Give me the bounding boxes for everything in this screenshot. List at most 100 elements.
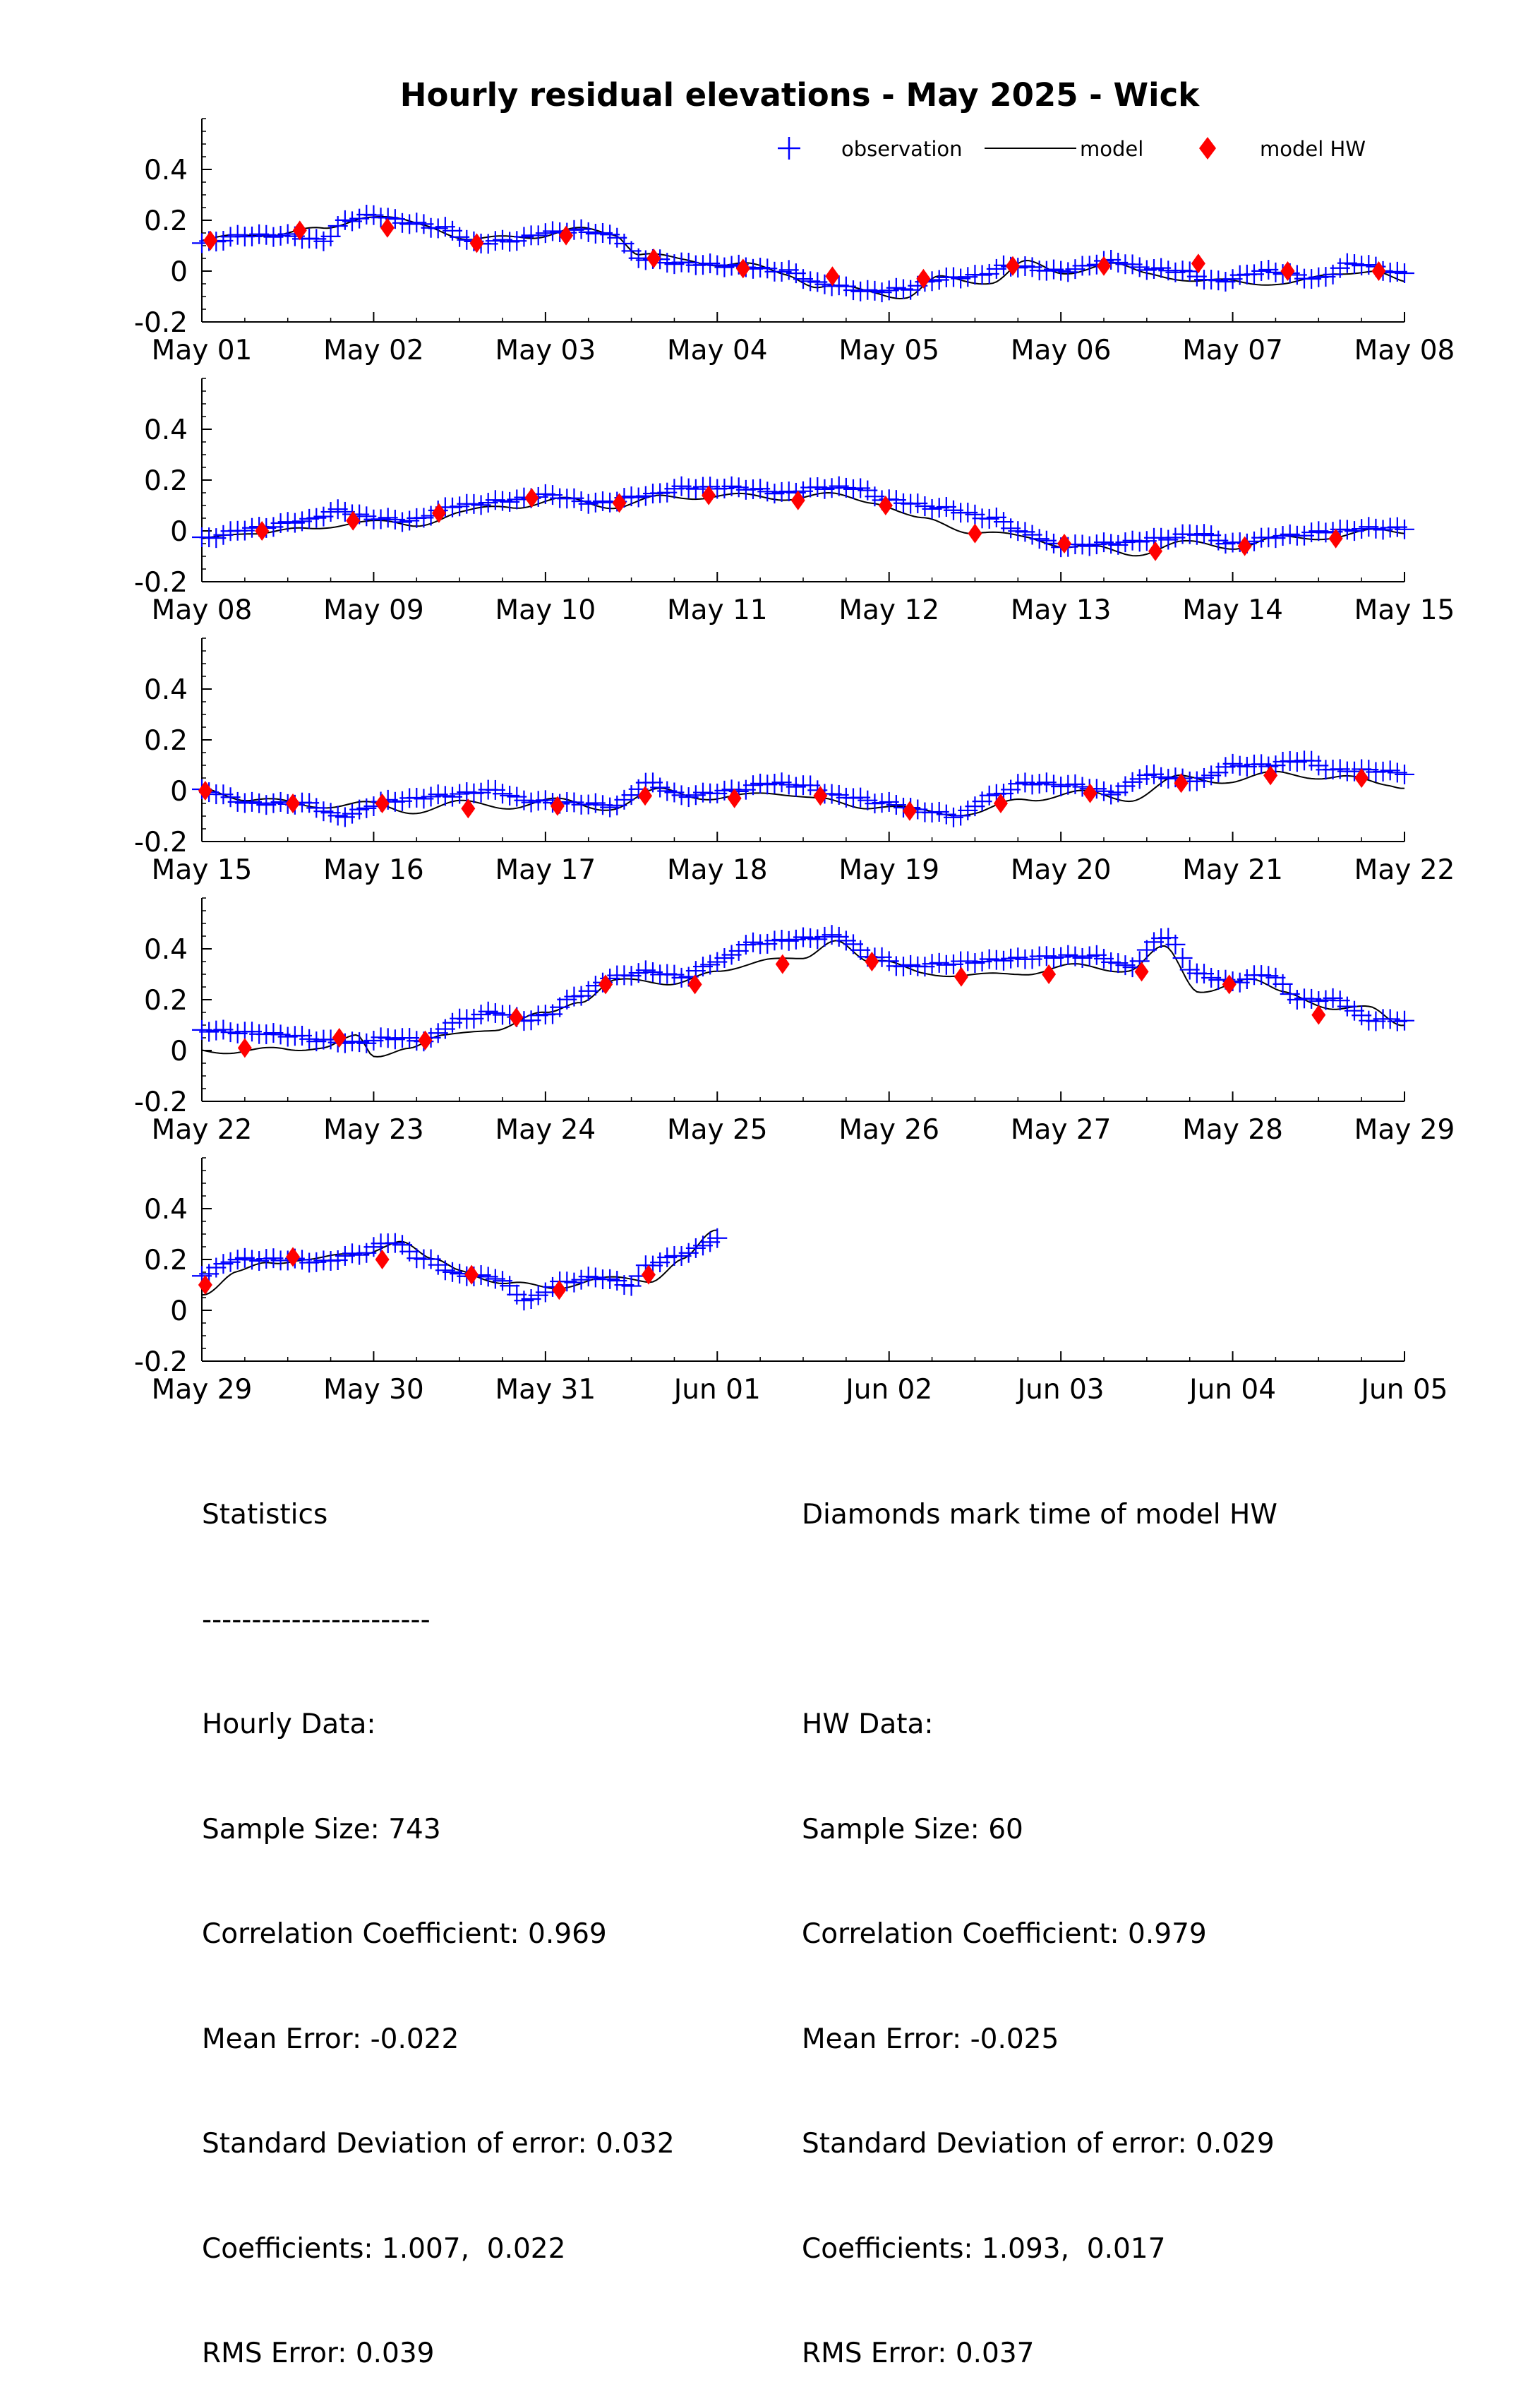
model-hw-marker <box>993 794 1008 813</box>
observation-series <box>192 750 1414 827</box>
x-tick-label: May 15 <box>152 854 253 886</box>
x-tick-label: May 09 <box>323 594 424 626</box>
model-hw-marker <box>638 786 653 806</box>
model-hw-marker <box>775 954 790 974</box>
model-hw-marker <box>380 217 395 238</box>
observation-point <box>1395 1010 1414 1031</box>
model-hw-marker <box>1134 962 1149 982</box>
y-tick-label: 0.4 <box>144 1194 188 1226</box>
model-hw-marker <box>1311 1005 1326 1025</box>
x-tick-label: May 14 <box>1182 594 1283 626</box>
x-tick-label: May 31 <box>495 1374 596 1406</box>
y-tick-label: 0.4 <box>144 674 188 706</box>
hw-coefficients: Coefficients: 1.093, 0.017 <box>802 2232 1166 2265</box>
spacer <box>802 1603 1277 1638</box>
stats-coefficients: Coefficients: 1.007, 0.022 <box>202 2232 566 2265</box>
stats-heading: Statistics <box>202 1499 328 1531</box>
y-tick-label: 0 <box>170 1295 188 1327</box>
model-hw-marker <box>286 794 301 813</box>
observation-point <box>707 1228 728 1248</box>
model-hw-marker <box>332 1028 347 1048</box>
x-tick-label: May 22 <box>152 1114 253 1146</box>
x-tick-label: May 01 <box>152 335 253 366</box>
model-hw-marker <box>375 1250 390 1269</box>
chart-title: Hourly residual elevations - May 2025 - … <box>400 76 1200 114</box>
x-tick-label: May 29 <box>1354 1114 1455 1146</box>
model-hw-marker <box>1148 541 1163 561</box>
model-hw-marker <box>1057 534 1072 553</box>
model-hw-marker <box>1263 765 1278 786</box>
y-tick-label: -0.2 <box>134 827 188 858</box>
x-tick-label: May 21 <box>1182 854 1283 886</box>
y-tick-label: 0.2 <box>144 205 188 237</box>
panel-5: -0.2 0 0.2 0.4 May 29 May 30 May 31 Jun 01 Jun 0… <box>134 1157 1448 1406</box>
x-tick-label: May 26 <box>838 1114 939 1146</box>
model-hw-marker <box>1371 261 1386 281</box>
model-hw-marker <box>825 266 840 287</box>
model-hw-marker <box>727 788 742 808</box>
y-tick-label: 0 <box>170 256 188 288</box>
model-hw-marker <box>612 493 627 513</box>
y-tick-label: 0.2 <box>144 725 188 757</box>
x-tick-label: Jun 03 <box>1016 1374 1105 1406</box>
stats-group-label: Hourly Data: <box>202 1708 376 1740</box>
y-tick-label: 0.4 <box>144 414 188 446</box>
stats-right: Diamonds mark time of model HW HW Data: … <box>802 1428 1277 2406</box>
stats-std-dev: Standard Deviation of error: 0.032 <box>202 2128 675 2160</box>
x-tick-label: May 25 <box>667 1114 768 1146</box>
observation-point <box>1395 519 1414 539</box>
model-hw-marker <box>702 485 716 505</box>
observation-point <box>621 1276 642 1296</box>
x-tick-label: May 10 <box>495 594 596 626</box>
x-tick-label: Jun 04 <box>1187 1374 1276 1406</box>
model-hw-marker <box>198 1275 212 1295</box>
x-tick-label: May 04 <box>667 335 768 366</box>
hw-std-dev: Standard Deviation of error: 0.029 <box>802 2128 1275 2160</box>
model-series-line <box>201 940 1405 1058</box>
y-tick-label: 0.2 <box>144 465 188 497</box>
model-hw-marker <box>469 233 484 253</box>
hw-sample-size: Sample Size: 60 <box>802 1813 1023 1845</box>
model-hw-marker <box>431 503 446 523</box>
legend-model-label: model <box>1080 137 1143 161</box>
observation-series <box>192 1228 728 1311</box>
model-hw-marker <box>375 794 390 813</box>
model-hw-marker <box>902 801 917 821</box>
stats-mean-error: Mean Error: -0.022 <box>202 2023 459 2055</box>
x-tick-label: May 17 <box>495 854 596 886</box>
model-hw-marker <box>1237 536 1252 556</box>
model-hw-marker <box>968 523 982 544</box>
x-tick-label: Jun 02 <box>843 1374 932 1406</box>
model-series-line <box>201 1229 718 1296</box>
model-hw-marker <box>1280 261 1295 281</box>
model-hw-marker <box>346 510 361 531</box>
observation-series <box>192 476 1414 558</box>
residual-chart: Hourly residual elevations - May 2025 - … <box>134 76 1455 1406</box>
y-tick-label: 0.4 <box>144 934 188 966</box>
model-hw-marker <box>509 1007 524 1028</box>
legend-observation-label: observation <box>841 137 963 161</box>
model-hw-marker <box>1097 256 1111 276</box>
model-hw-marker <box>641 1264 656 1285</box>
model-hw-marker <box>1042 964 1057 984</box>
x-tick-label: May 08 <box>1354 335 1455 366</box>
y-tick-label: -0.2 <box>134 1346 188 1378</box>
x-tick-label: May 12 <box>838 594 939 626</box>
model-hw-marker <box>198 781 212 801</box>
hw-note: Diamonds mark time of model HW <box>802 1499 1277 1531</box>
model-hw-marker <box>461 798 476 819</box>
x-tick-label: May 23 <box>323 1114 424 1146</box>
model-hw-marker <box>255 521 270 541</box>
observation-point <box>1273 974 1293 994</box>
legend-model-hw-label: model HW <box>1260 137 1366 161</box>
legend-observation-marker <box>778 137 800 160</box>
y-tick-label: 0 <box>170 776 188 808</box>
x-tick-label: May 27 <box>1011 1114 1112 1146</box>
model-hw-marker <box>1328 528 1343 549</box>
model-hw-marker <box>524 488 539 508</box>
x-tick-label: May 19 <box>838 854 939 886</box>
x-tick-label: Jun 05 <box>1359 1374 1448 1406</box>
model-hw-marker <box>735 258 750 279</box>
model-hw-marker <box>1174 773 1189 794</box>
stats-sample-size: Sample Size: 743 <box>202 1813 441 1845</box>
